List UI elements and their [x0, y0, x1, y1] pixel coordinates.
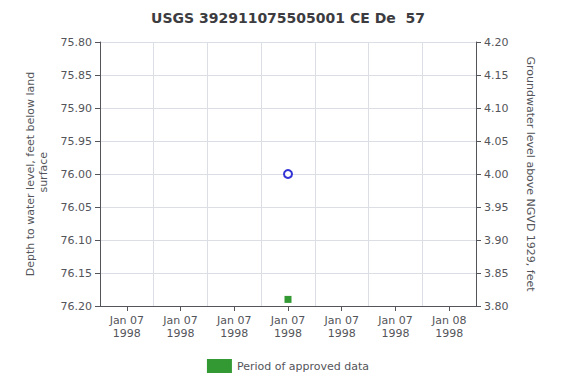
svg-text:4.20: 4.20: [484, 36, 509, 49]
svg-text:76.15: 76.15: [61, 267, 93, 280]
svg-text:76.10: 76.10: [61, 234, 93, 247]
svg-text:Depth to water level, feet bel: Depth to water level, feet below land: [24, 72, 37, 277]
svg-text:75.95: 75.95: [61, 135, 93, 148]
svg-text:3.95: 3.95: [484, 201, 509, 214]
svg-text:Jan 07: Jan 07: [270, 314, 305, 327]
svg-text:1998: 1998: [220, 327, 248, 340]
svg-text:76.05: 76.05: [61, 201, 93, 214]
svg-text:76.00: 76.00: [61, 168, 93, 181]
svg-text:Jan 07: Jan 07: [323, 314, 358, 327]
svg-text:USGS 392911075505001 CE De 57: USGS 392911075505001 CE De 57: [151, 10, 425, 26]
svg-text:1998: 1998: [113, 327, 141, 340]
svg-text:Jan 07: Jan 07: [377, 314, 412, 327]
svg-text:1998: 1998: [381, 327, 409, 340]
svg-text:76.20: 76.20: [61, 300, 93, 313]
svg-text:3.80: 3.80: [484, 300, 509, 313]
svg-text:4.00: 4.00: [484, 168, 509, 181]
svg-text:1998: 1998: [328, 327, 356, 340]
svg-text:75.85: 75.85: [61, 69, 93, 82]
svg-text:75.80: 75.80: [61, 36, 93, 49]
svg-text:75.90: 75.90: [61, 102, 93, 115]
svg-text:Jan 07: Jan 07: [162, 314, 197, 327]
svg-text:1998: 1998: [167, 327, 195, 340]
svg-text:1998: 1998: [274, 327, 302, 340]
svg-text:3.90: 3.90: [484, 234, 509, 247]
svg-text:Jan 08: Jan 08: [431, 314, 466, 327]
svg-text:4.05: 4.05: [484, 135, 509, 148]
svg-text:Jan 07: Jan 07: [109, 314, 144, 327]
svg-text:Period of approved data: Period of approved data: [237, 360, 369, 373]
svg-text:3.85: 3.85: [484, 267, 509, 280]
svg-text:4.10: 4.10: [484, 102, 509, 115]
svg-text:Jan 07: Jan 07: [216, 314, 251, 327]
svg-text:surface: surface: [37, 152, 50, 196]
svg-text:4.15: 4.15: [484, 69, 509, 82]
svg-text:1998: 1998: [435, 327, 463, 340]
svg-text:Groundwater level above NGVD 1: Groundwater level above NGVD 1929, feet: [524, 56, 537, 292]
